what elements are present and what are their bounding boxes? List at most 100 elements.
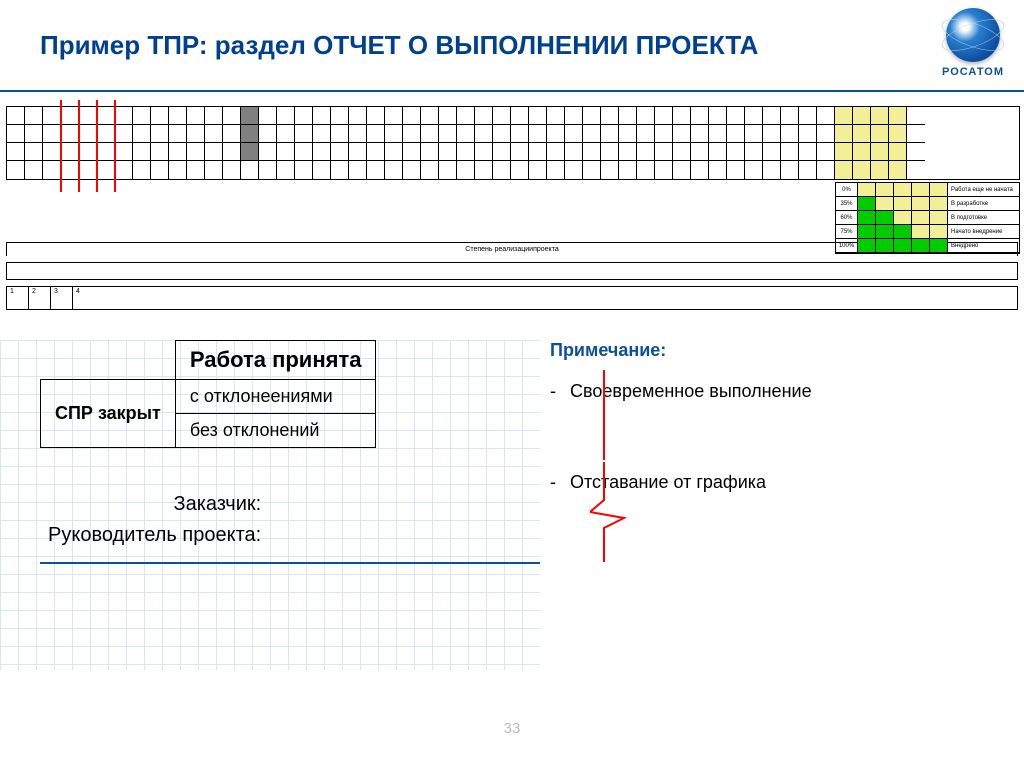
gantt-cell [493,161,511,179]
gantt-cell [691,143,709,161]
gantt-cell [511,107,529,125]
gantt-cell [223,161,241,179]
gantt-cell [529,143,547,161]
gantt-cell [169,125,187,143]
gantt-cell [97,161,115,179]
gantt-cell [907,125,925,143]
timely-indicator-icon [590,370,630,460]
legend-table: 0%Работа еще не начата35%В разработке60%… [836,183,1019,253]
gantt-cell [259,161,277,179]
gantt-cell [187,107,205,125]
col-num: 3 [50,286,72,310]
gantt-cell [205,107,223,125]
gantt-cell [241,143,259,161]
gantt-cell [511,143,529,161]
gantt-cell [97,143,115,161]
gantt-cell [439,125,457,143]
gantt-cell [313,107,331,125]
gantt-cell [385,125,403,143]
gantt-cell [79,161,97,179]
gantt-cell [493,125,511,143]
gantt-cell [133,107,151,125]
gantt-cell [331,107,349,125]
col-num: 1 [6,286,28,310]
gantt-cell [565,143,583,161]
gantt-cell [79,107,97,125]
gantt-cell [655,125,673,143]
col-num: 2 [28,286,50,310]
gantt-area: 0%Работа еще не начата35%В разработке60%… [6,106,1020,180]
gantt-cell [367,107,385,125]
gantt-cell [871,161,889,179]
gantt-cell [763,107,781,125]
signatures: Заказчик: Руководитель проекта: [40,488,269,552]
gantt-cell [565,107,583,125]
gantt-cell [727,143,745,161]
gantt-cell [889,125,907,143]
gantt-cell [79,143,97,161]
gantt-cell [331,161,349,179]
gantt-cell [421,107,439,125]
gantt-cell [547,143,565,161]
gantt-cell [457,161,475,179]
column-numbers: 1234 [6,286,1018,310]
gantt-cell [277,161,295,179]
gantt-cell [295,143,313,161]
gantt-cell [763,143,781,161]
gantt-cell [115,107,133,125]
gantt-cell [313,125,331,143]
gantt-cell [169,161,187,179]
gantt-cell [817,161,835,179]
gantt-cell [799,107,817,125]
gantt-cell [763,125,781,143]
gantt-cell [205,125,223,143]
gantt-cell [565,161,583,179]
gantt-cell [547,161,565,179]
gantt-cell [709,125,727,143]
gantt-cell [259,125,277,143]
gantt-cell [889,107,907,125]
gantt-cell [205,143,223,161]
gantt-cell [367,125,385,143]
gantt-cell [385,107,403,125]
red-marker [96,100,98,192]
gantt-cell [709,107,727,125]
gantt-cell [799,143,817,161]
gantt-cell [313,143,331,161]
gantt-cell [745,143,763,161]
gantt-cell [79,125,97,143]
red-marker [78,100,80,192]
gantt-cell [529,161,547,179]
gantt-cell [241,125,259,143]
gantt-cell [43,143,61,161]
gantt-cell [43,107,61,125]
gantt-cell [781,107,799,125]
gantt-cell [583,143,601,161]
gantt-cell [259,107,277,125]
gantt-cell [385,143,403,161]
gantt-cell [853,125,871,143]
brand-logo: РОСАТОМ [942,8,1004,78]
gantt-cell [817,107,835,125]
gantt-cell [241,107,259,125]
gantt-cell [277,107,295,125]
gantt-cell [133,161,151,179]
bottom-divider [40,562,540,564]
page-title: Пример ТПР: раздел ОТЧЕТ О ВЫПОЛНЕНИИ ПР… [40,30,1024,61]
gantt-cell [673,125,691,143]
gantt-cell [799,125,817,143]
gantt-cell [601,107,619,125]
gantt-cell [817,125,835,143]
gantt-cell [907,161,925,179]
gantt-cell [511,161,529,179]
gantt-cell [277,125,295,143]
gantt-cell [673,107,691,125]
gantt-cell [97,125,115,143]
gantt-cell [547,107,565,125]
gantt-cell [781,125,799,143]
gantt-cell [889,161,907,179]
legend-label: Работа еще не начата [948,187,1013,193]
gantt-cell [691,107,709,125]
gantt-cell [475,125,493,143]
gantt-cell [853,107,871,125]
